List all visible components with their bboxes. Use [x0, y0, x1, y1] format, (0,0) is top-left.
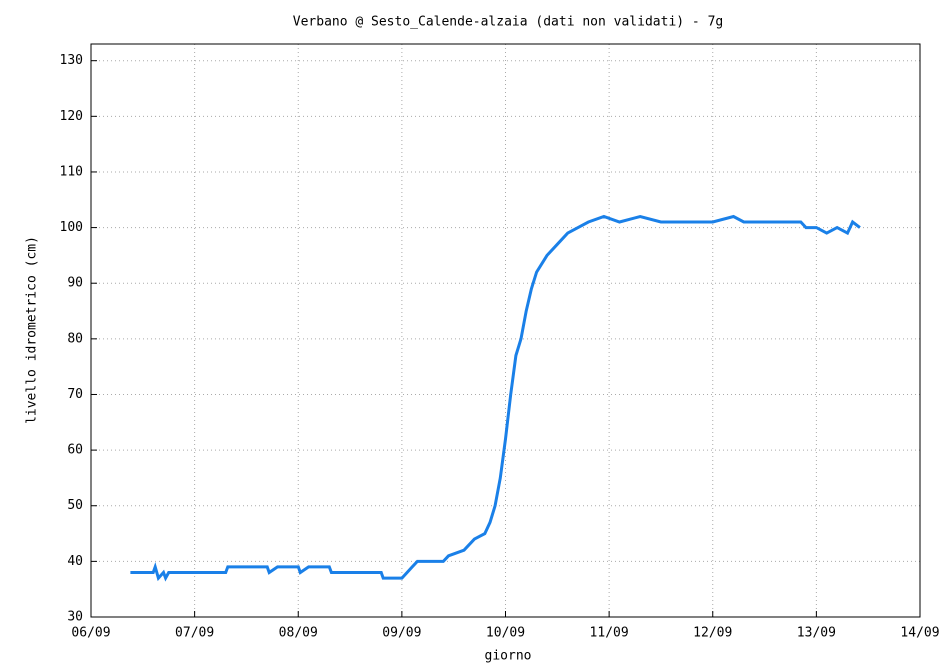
chart-title: Verbano @ Sesto_Calende-alzaia (dati non… [293, 15, 723, 30]
y-tick-label: 130 [60, 53, 83, 68]
x-tick-label: 06/09 [71, 626, 110, 641]
y-tick-label: 40 [67, 554, 83, 569]
y-tick-label: 90 [67, 276, 83, 291]
x-tick-label: 13/09 [797, 626, 836, 641]
y-tick-label: 70 [67, 387, 83, 402]
y-tick-label: 30 [67, 610, 83, 625]
y-tick-label: 60 [67, 443, 83, 458]
y-tick-label: 120 [60, 109, 83, 124]
x-tick-label: 12/09 [693, 626, 732, 641]
x-tick-label: 07/09 [175, 626, 214, 641]
y-tick-label: 80 [67, 331, 83, 346]
y-tick-label: 50 [67, 498, 83, 513]
y-tick-label: 110 [60, 164, 83, 179]
y-tick-label: 100 [60, 220, 83, 235]
y-axis-label: livello idrometrico (cm) [25, 236, 40, 424]
plot-frame [90, 43, 921, 618]
x-tick-label: 09/09 [382, 626, 421, 641]
x-tick-label: 11/09 [590, 626, 629, 641]
x-tick-label: 10/09 [486, 626, 525, 641]
x-tick-label: 14/09 [900, 626, 939, 641]
x-tick-label: 08/09 [279, 626, 318, 641]
data-line [130, 214, 861, 582]
x-axis-label: giorno [485, 649, 532, 664]
